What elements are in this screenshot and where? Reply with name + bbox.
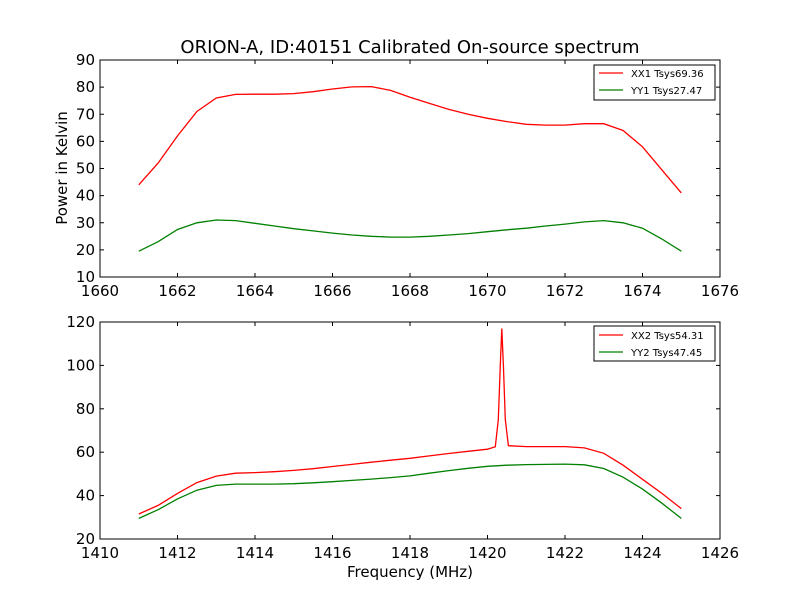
x-tick-label: 1410 [81,544,119,562]
x-tick-label: 1668 [391,282,429,300]
x-tick-label: 1426 [701,544,739,562]
panel-2: 1410 1412 1414 1416 1418 1420 1422 1424 1426 20 4… [66,313,739,581]
y-tick-label: 80 [76,400,95,418]
series-line-xx2 [138,328,682,515]
y-tick-label: 60 [76,132,95,150]
y-tick-label: 80 [76,78,95,96]
panel-1-y-ticks: 10 20 30 40 50 60 70 80 90 [76,51,720,286]
series-line-xx1 [138,85,682,194]
panel-1-legend: XX1 Tsys69.36 YY1 Tsys27.47 [593,64,716,101]
panel-2-x-axis-label: Frequency (MHz) [347,563,473,581]
y-tick-label: 90 [76,51,95,69]
x-tick-label: 1418 [391,544,429,562]
x-tick-label: 1660 [81,282,119,300]
x-tick-label: 1672 [546,282,584,300]
x-tick-label: 1666 [313,282,351,300]
x-tick-label: 1420 [468,544,506,562]
panel-2-legend-box [593,325,716,362]
legend-label-xx1: XX1 Tsys69.36 [631,69,704,80]
legend-label-yy2: YY2 Tsys47.45 [630,348,702,359]
panel-2-y-ticks: 20 40 60 80 100 120 [66,313,720,548]
panel-2-x-ticks: 1410 1412 1414 1416 1418 1420 1422 1424 1426 [81,322,739,562]
panel-2-legend: XX2 Tsys54.31 YY2 Tsys47.45 [593,325,716,362]
series-line-yy1 [138,219,682,252]
panel-1-x-ticks: 1660 1662 1664 1666 1668 1670 1672 1674 1676 [81,60,739,300]
panel-1-y-axis-label: Power in Kelvin [53,111,71,225]
legend-label-xx2: XX2 Tsys54.31 [631,331,704,342]
chart-title: ORION-A, ID:40151 Calibrated On-source s… [180,37,639,58]
x-tick-label: 1662 [158,282,196,300]
x-tick-label: 1676 [701,282,739,300]
x-tick-label: 1414 [236,544,274,562]
y-tick-label: 20 [76,241,95,259]
series-line-yy2 [138,463,682,519]
y-tick-label: 30 [76,214,95,232]
y-tick-label: 100 [66,356,95,374]
y-tick-label: 40 [76,487,95,505]
x-tick-label: 1674 [623,282,661,300]
panel-1-plot-area [138,85,682,252]
x-tick-label: 1422 [546,544,584,562]
y-tick-label: 120 [66,313,95,331]
y-tick-label: 60 [76,443,95,461]
y-tick-label: 10 [76,268,95,286]
x-tick-label: 1412 [158,544,196,562]
panel-1-legend-box [593,64,716,101]
y-tick-label: 20 [76,530,95,548]
x-tick-label: 1664 [236,282,274,300]
panel-2-plot-area [138,328,682,519]
x-tick-label: 1424 [623,544,661,562]
legend-label-yy1: YY1 Tsys27.47 [630,86,702,97]
x-tick-label: 1670 [468,282,506,300]
x-tick-label: 1416 [313,544,351,562]
y-tick-label: 50 [76,160,95,178]
y-tick-label: 40 [76,187,95,205]
panel-1: 1660 1662 1664 1666 1668 1670 1672 1674 1676 10 2… [53,51,739,300]
y-tick-label: 70 [76,105,95,123]
